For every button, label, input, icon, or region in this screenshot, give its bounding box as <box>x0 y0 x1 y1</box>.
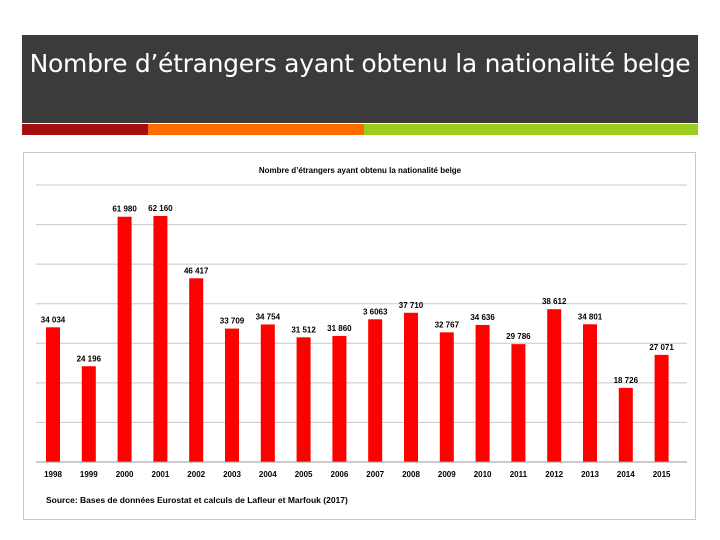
x-tick-2014: 2014 <box>617 470 635 479</box>
x-tick-2015: 2015 <box>653 470 671 479</box>
bar-2014 <box>618 387 633 462</box>
accent-stripe-green <box>364 124 698 135</box>
x-tick-2001: 2001 <box>152 470 170 479</box>
bar-2006 <box>332 335 347 462</box>
x-tick-1998: 1998 <box>44 470 62 479</box>
bars <box>46 216 669 462</box>
x-tick-2012: 2012 <box>545 470 563 479</box>
bar-2001 <box>153 216 168 462</box>
value-label-2003: 33 709 <box>220 317 245 326</box>
bar-2003 <box>225 328 239 462</box>
accent-stripe-red <box>22 124 148 135</box>
bar-2004 <box>260 324 275 462</box>
x-tick-2013: 2013 <box>581 470 599 479</box>
bar-1998 <box>46 327 60 462</box>
x-tick-2003: 2003 <box>223 470 241 479</box>
value-label-2009: 32 767 <box>435 320 460 329</box>
value-label-2015: 27 071 <box>649 343 674 352</box>
bar-2005 <box>296 337 311 462</box>
x-tick-2008: 2008 <box>402 470 420 479</box>
accent-stripe-orange <box>148 124 364 135</box>
value-label-2007: 3 6063 <box>363 307 388 316</box>
value-labels: 34 034 24 196 61 980 62 160 46 417 33 709 34 7… <box>41 204 675 385</box>
bar-2011 <box>511 344 526 462</box>
value-label-2011: 29 786 <box>506 332 531 341</box>
x-tick-2006: 2006 <box>331 470 349 479</box>
x-tick-2005: 2005 <box>295 470 313 479</box>
bar-chart: Nombre d’étrangers ayant obtenu la natio… <box>36 166 687 505</box>
value-label-2010: 34 636 <box>470 313 495 322</box>
value-label-1998: 34 034 <box>41 315 66 324</box>
value-label-2008: 37 710 <box>399 301 424 310</box>
bar-1999 <box>81 366 96 462</box>
value-label-2004: 34 754 <box>256 312 281 321</box>
bar-2007 <box>368 319 383 462</box>
value-label-2005: 31 512 <box>291 325 316 334</box>
bar-2015 <box>654 354 669 462</box>
value-label-2002: 46 417 <box>184 266 209 275</box>
x-tick-2007: 2007 <box>366 470 384 479</box>
value-label-2000: 61 980 <box>112 205 137 214</box>
value-label-2013: 34 801 <box>578 312 603 321</box>
chart-source: Source: Bases de données Eurostat et cal… <box>46 495 348 505</box>
slide-title: Nombre d’étrangers ayant obtenu la natio… <box>29 49 691 78</box>
bar-2009 <box>439 332 454 462</box>
x-tick-1999: 1999 <box>80 470 98 479</box>
value-label-2001: 62 160 <box>148 204 173 213</box>
value-label-1999: 24 196 <box>77 354 102 363</box>
x-tick-labels: 1998 1999 2000 2001 2002 2003 2004 2005 2006 2007… <box>44 470 671 479</box>
value-label-2014: 18 726 <box>614 376 639 385</box>
bar-2008 <box>404 312 418 462</box>
x-tick-2011: 2011 <box>510 470 528 479</box>
bar-2012 <box>547 309 562 462</box>
slide-title-band: Nombre d’étrangers ayant obtenu la natio… <box>22 35 698 123</box>
bar-2000 <box>117 216 132 462</box>
value-label-2012: 38 612 <box>542 297 567 306</box>
bar-2010 <box>475 324 490 462</box>
x-tick-2004: 2004 <box>259 470 277 479</box>
bar-2013 <box>583 324 597 462</box>
x-tick-2000: 2000 <box>116 470 134 479</box>
x-tick-2002: 2002 <box>187 470 205 479</box>
x-tick-2010: 2010 <box>474 470 492 479</box>
gridlines <box>36 184 687 423</box>
chart-frame: Nombre d’étrangers ayant obtenu la natio… <box>23 152 696 520</box>
bar-2002 <box>189 278 204 462</box>
chart-title: Nombre d’étrangers ayant obtenu la natio… <box>259 166 462 175</box>
x-tick-2009: 2009 <box>438 470 456 479</box>
value-label-2006: 31 860 <box>327 324 352 333</box>
